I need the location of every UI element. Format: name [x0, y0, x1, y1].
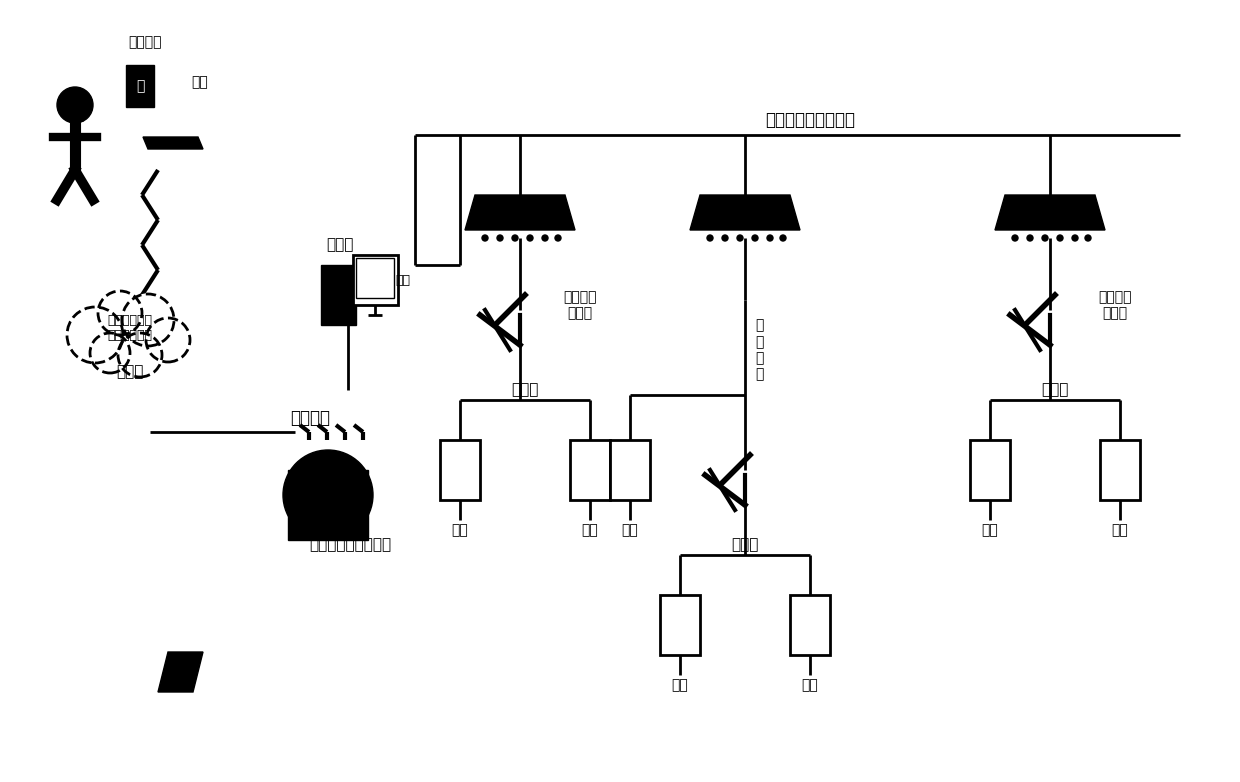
Text: 测点: 测点 [672, 678, 688, 692]
Text: 数据上传: 数据上传 [290, 409, 330, 427]
Text: 显屏: 显屏 [396, 274, 410, 286]
Text: 工控机: 工控机 [326, 238, 353, 253]
Bar [320, 490, 346, 515]
Circle shape [1027, 235, 1033, 241]
Circle shape [98, 291, 143, 335]
Circle shape [91, 333, 130, 373]
Circle shape [1042, 235, 1048, 241]
Text: 钢丝绳: 钢丝绳 [732, 537, 759, 553]
Circle shape [497, 235, 503, 241]
Bar [660, 595, 701, 655]
Circle shape [556, 235, 560, 241]
Circle shape [780, 235, 786, 241]
Polygon shape [143, 137, 203, 149]
Text: 动力灾客监控
数据分析平台: 动力灾客监控 数据分析平台 [108, 314, 153, 342]
Circle shape [57, 87, 93, 123]
Bar [356, 258, 394, 298]
Text: 服务器（数据备份）: 服务器（数据备份） [309, 537, 391, 553]
Circle shape [737, 235, 743, 241]
Bar [320, 265, 356, 325]
Bar [970, 440, 1011, 500]
Bar [352, 255, 398, 305]
Text: 传
输
光
纤: 传 输 光 纤 [755, 319, 764, 382]
Text: 电脑: 电脑 [192, 75, 208, 89]
Circle shape [122, 294, 174, 346]
Polygon shape [994, 195, 1105, 230]
Text: 测点: 测点 [982, 523, 998, 537]
Circle shape [512, 235, 518, 241]
Circle shape [1012, 235, 1018, 241]
Bar [570, 440, 610, 500]
Circle shape [542, 235, 548, 241]
Text: 单元光栅光纤解调仪: 单元光栅光纤解调仪 [765, 111, 856, 129]
Bar [790, 595, 830, 655]
Text: 钢丝绳: 钢丝绳 [511, 382, 538, 397]
Circle shape [118, 333, 162, 377]
Circle shape [146, 318, 190, 362]
Polygon shape [157, 652, 203, 692]
Circle shape [67, 307, 123, 363]
Bar [1100, 440, 1140, 500]
Polygon shape [465, 195, 575, 230]
Circle shape [1085, 235, 1091, 241]
Text: 云平台: 云平台 [117, 364, 144, 379]
Circle shape [1073, 235, 1078, 241]
Text: 测点: 测点 [801, 678, 818, 692]
Text: 多点位移
传感器: 多点位移 传感器 [1099, 290, 1132, 320]
Text: 📱: 📱 [136, 79, 144, 93]
Circle shape [1056, 235, 1063, 241]
Text: 测点: 测点 [582, 523, 599, 537]
Text: 测点: 测点 [1111, 523, 1128, 537]
Text: 测点: 测点 [451, 523, 469, 537]
Circle shape [768, 235, 773, 241]
Circle shape [722, 235, 728, 241]
Circle shape [527, 235, 533, 241]
Text: 钢丝绳: 钢丝绳 [1042, 382, 1069, 397]
Circle shape [707, 235, 713, 241]
Bar [126, 65, 154, 107]
Circle shape [751, 235, 758, 241]
Text: 测点: 测点 [621, 523, 639, 537]
Circle shape [283, 450, 373, 540]
Polygon shape [689, 195, 800, 230]
Circle shape [482, 235, 489, 241]
Text: 用户: 用户 [66, 107, 84, 123]
Text: 智能手机: 智能手机 [128, 35, 161, 49]
Text: 多点位移
传感器: 多点位移 传感器 [563, 290, 596, 320]
Polygon shape [288, 470, 368, 540]
Bar [610, 440, 650, 500]
Bar [440, 440, 480, 500]
